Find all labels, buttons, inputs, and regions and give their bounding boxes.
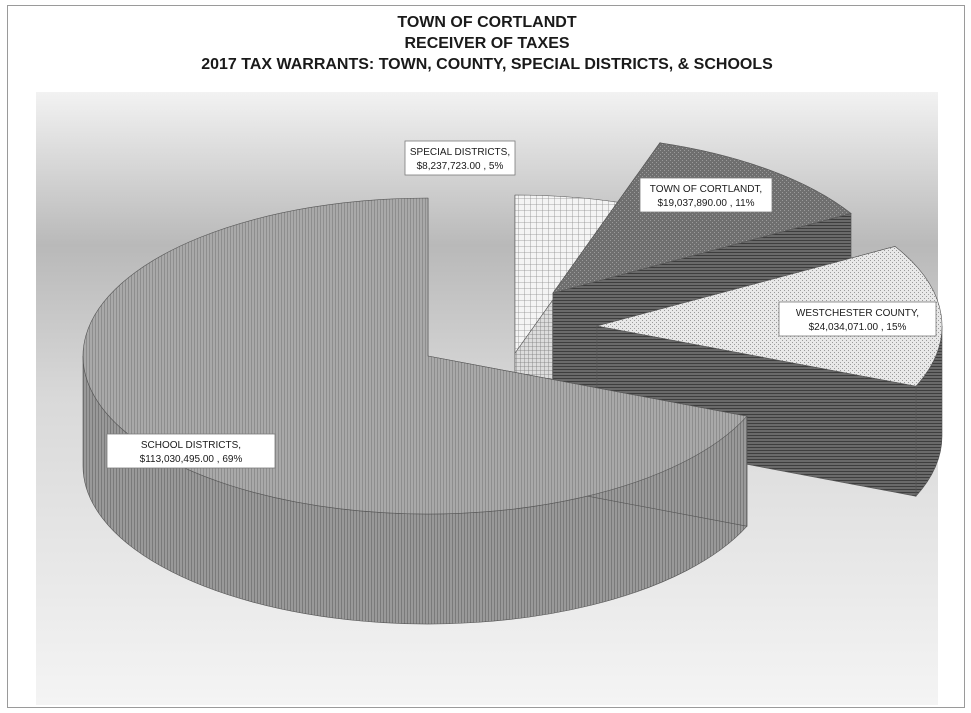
title-line-1: TOWN OF CORTLANDT [397,14,577,31]
data-label-category: SPECIAL DISTRICTS, [410,147,510,158]
data-label-category: TOWN OF CORTLANDT, [650,184,762,195]
data-label-value: $8,237,723.00 , 5% [417,161,504,172]
data-label-box [106,433,276,469]
title-line-3: 2017 TAX WARRANTS: TOWN, COUNTY, SPECIAL… [201,56,773,73]
chart-frame: TOWN OF CORTLANDT RECEIVER OF TAXES 2017… [7,5,965,708]
data-label-town-of-cortlandt: TOWN OF CORTLANDT, $19,037,890.00 , 11% [639,177,773,213]
data-label-value: $24,034,071.00 , 15% [809,322,907,333]
data-label-school-districts: SCHOOL DISTRICTS, $113,030,495.00 , 69% [106,433,276,469]
data-label-box [639,177,773,213]
title-line-2: RECEIVER OF TAXES [404,35,570,52]
data-label-special-districts: SPECIAL DISTRICTS, $8,237,723.00 , 5% [404,140,516,176]
data-label-category: SCHOOL DISTRICTS, [141,440,241,451]
slice-westchester-county [596,246,943,497]
data-label-category: WESTCHESTER COUNTY, [796,308,919,319]
pie-chart: SPECIAL DISTRICTS, $8,237,723.00 , 5% TOWN… [36,92,943,705]
data-label-value: $113,030,495.00 , 69% [140,454,243,465]
chart-title: TOWN OF CORTLANDT RECEIVER OF TAXES 2017… [8,12,966,75]
slice-top-westchester-county [596,246,943,387]
data-label-box [404,140,516,176]
data-labels: SPECIAL DISTRICTS, $8,237,723.00 , 5% TOWN… [106,140,937,469]
data-label-westchester-county: WESTCHESTER COUNTY, $24,034,071.00 , 15% [778,301,937,337]
data-label-box [778,301,937,337]
pie-slices [82,141,943,625]
data-label-value: $19,037,890.00 , 11% [657,198,754,209]
slice-top-town-of-cortlandt [552,142,852,294]
